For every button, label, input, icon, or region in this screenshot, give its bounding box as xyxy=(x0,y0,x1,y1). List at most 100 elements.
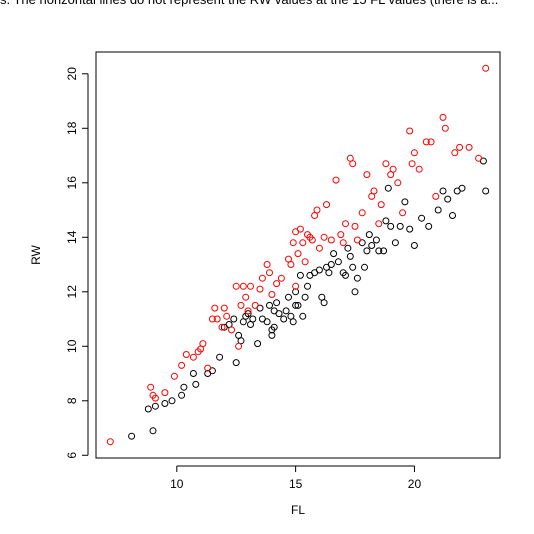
data-point xyxy=(342,220,349,228)
data-point xyxy=(377,201,385,209)
data-point xyxy=(349,160,357,168)
data-point xyxy=(235,342,243,350)
data-point xyxy=(339,239,347,247)
data-point xyxy=(247,282,254,290)
series-2 xyxy=(106,64,490,446)
data-point xyxy=(358,209,366,217)
data-point xyxy=(382,217,390,225)
plot-frame xyxy=(95,51,501,459)
data-point xyxy=(239,282,247,290)
data-point xyxy=(182,351,190,358)
data-point xyxy=(422,138,430,146)
data-point xyxy=(372,236,380,244)
data-point xyxy=(389,165,397,173)
data-point xyxy=(449,212,456,219)
data-point xyxy=(301,293,309,301)
data-point xyxy=(128,432,136,440)
data-point xyxy=(325,269,333,277)
x-tick-label: 10 xyxy=(170,477,184,491)
data-point xyxy=(170,372,178,380)
data-point xyxy=(299,239,307,247)
data-point xyxy=(285,293,292,301)
data-point xyxy=(330,250,338,258)
data-point xyxy=(444,195,452,203)
data-point xyxy=(237,301,245,309)
data-point xyxy=(268,291,276,298)
data-point xyxy=(151,402,159,410)
data-point xyxy=(199,340,207,348)
data-point xyxy=(387,222,395,230)
data-point xyxy=(320,233,328,241)
data-point xyxy=(475,154,483,162)
data-point xyxy=(270,323,278,331)
data-point xyxy=(232,359,240,367)
data-point xyxy=(408,160,416,168)
data-point xyxy=(218,323,226,331)
data-point xyxy=(406,127,414,135)
data-point xyxy=(346,252,354,260)
data-point xyxy=(320,299,328,307)
data-point xyxy=(189,370,197,377)
data-point xyxy=(249,315,257,323)
data-point xyxy=(275,310,283,318)
data-point xyxy=(282,307,290,315)
data-point xyxy=(425,222,433,230)
data-point xyxy=(292,282,300,290)
data-point xyxy=(363,171,371,179)
data-point xyxy=(353,274,361,282)
data-point xyxy=(161,400,169,407)
data-point xyxy=(334,258,342,266)
series-1 xyxy=(128,157,490,440)
data-point xyxy=(439,113,447,121)
data-point xyxy=(242,293,250,301)
data-point xyxy=(168,397,176,405)
cropped-caption-text: s. The horizontal lines do not represent… xyxy=(0,0,534,10)
plot-area xyxy=(95,51,501,459)
y-tick-label: 8 xyxy=(65,397,79,404)
data-point xyxy=(375,247,383,255)
data-point xyxy=(351,288,359,296)
data-point xyxy=(287,261,295,268)
data-point xyxy=(273,299,281,307)
data-point xyxy=(380,247,388,255)
data-point xyxy=(213,315,221,323)
y-tick-label: 18 xyxy=(65,121,79,135)
data-point xyxy=(384,184,392,192)
data-point xyxy=(277,274,285,282)
data-point xyxy=(394,179,402,187)
x-tick-label: 15 xyxy=(289,477,303,491)
data-point xyxy=(365,231,373,239)
data-point xyxy=(208,315,216,323)
data-point xyxy=(441,124,449,132)
data-point xyxy=(256,285,264,293)
data-point xyxy=(289,239,297,247)
data-point xyxy=(351,222,359,230)
data-point xyxy=(151,394,159,402)
y-axis-title: RW xyxy=(29,244,43,264)
y-tick-label: 6 xyxy=(65,452,79,459)
data-point xyxy=(363,247,371,255)
data-point xyxy=(418,214,426,222)
data-point xyxy=(301,258,309,266)
points-layer xyxy=(106,64,490,446)
data-point xyxy=(258,274,266,282)
data-point xyxy=(368,242,376,249)
data-point xyxy=(251,301,259,309)
data-point xyxy=(266,301,273,309)
data-point xyxy=(189,353,197,361)
data-point xyxy=(337,231,345,239)
data-point xyxy=(192,380,200,388)
data-point xyxy=(406,225,414,233)
data-point xyxy=(349,263,357,271)
x-tick-label: 20 xyxy=(408,477,422,491)
data-point xyxy=(434,206,442,214)
data-point xyxy=(410,149,418,157)
data-point xyxy=(401,198,409,206)
data-point xyxy=(370,187,378,195)
data-point xyxy=(263,318,271,326)
data-point xyxy=(342,271,349,279)
data-point xyxy=(232,282,240,290)
data-point xyxy=(308,236,316,244)
data-point xyxy=(332,176,340,184)
y-tick-label: 16 xyxy=(65,176,79,190)
